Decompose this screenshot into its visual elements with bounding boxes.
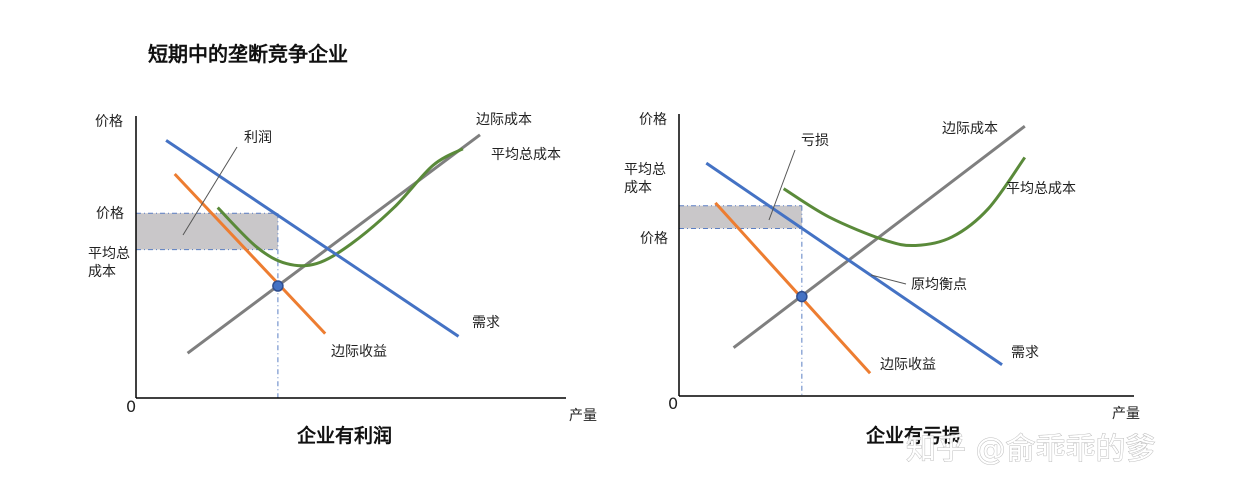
y-mark-profit-price: 价格 bbox=[96, 206, 124, 222]
series-atc-loss bbox=[782, 156, 1027, 248]
series-demand-profit bbox=[165, 139, 460, 338]
origin-label-loss: 0 bbox=[668, 394, 678, 413]
series-label-profit-demand: 需求 bbox=[472, 315, 500, 331]
caption-profit: 企业有利润 bbox=[296, 424, 392, 447]
shaded-region-loss bbox=[679, 205, 802, 229]
y-axis-label-profit: 价格 bbox=[95, 114, 123, 130]
x-axis-label-loss: 产量 bbox=[1112, 406, 1140, 422]
equilibrium-point-profit bbox=[272, 280, 284, 292]
series-atc-profit bbox=[216, 147, 464, 268]
y-mark-loss-price: 价格 bbox=[640, 231, 668, 247]
y-mark-loss-atc-1: 平均总 bbox=[624, 162, 666, 178]
series-label-loss-mr: 边际收益 bbox=[880, 357, 936, 373]
series-label-profit-mr: 边际收益 bbox=[331, 344, 387, 360]
series-label-profit-atc: 平均总成本 bbox=[491, 147, 561, 163]
y-mark-loss-atc-2: 成本 bbox=[624, 180, 652, 196]
pointer-original-equilibrium bbox=[870, 274, 907, 285]
series-mr-loss bbox=[714, 201, 872, 375]
y-axis-label-loss: 价格 bbox=[639, 112, 667, 128]
watermark: 知乎 @俞乖乖的爹 bbox=[906, 432, 1156, 467]
figure-title: 短期中的垄断竞争企业 bbox=[148, 42, 348, 66]
plot-area-profit bbox=[135, 116, 566, 399]
chart-profit: 价格 0 产量 企业有利润 价格 平均总 成本 边际成本 平均总成本 需求 边际… bbox=[88, 112, 597, 447]
series-mr-profit bbox=[173, 172, 327, 335]
region-label-loss: 亏损 bbox=[801, 133, 829, 149]
equilibrium-point-loss bbox=[796, 290, 808, 303]
series-label-profit-mc: 边际成本 bbox=[476, 112, 532, 128]
pointer-loss bbox=[768, 149, 796, 221]
x-axis-label-profit: 产量 bbox=[569, 408, 597, 424]
series-label-loss-atc: 平均总成本 bbox=[1006, 181, 1076, 197]
series-label-loss-mc: 边际成本 bbox=[942, 121, 998, 137]
region-label-profit: 利润 bbox=[244, 130, 272, 146]
plot-area-loss bbox=[678, 114, 1134, 397]
caption-loss: 企业有亏损 bbox=[865, 424, 961, 447]
pointer-profit bbox=[182, 146, 238, 236]
shaded-region-profit bbox=[136, 213, 278, 250]
series-demand-loss bbox=[705, 161, 1003, 366]
y-mark-profit-atc-1: 平均总 bbox=[88, 246, 130, 262]
origin-label-profit: 0 bbox=[126, 397, 136, 416]
series-mc-profit bbox=[186, 133, 481, 355]
chart-loss: 价格 0 产量 企业有亏损 平均总 成本 价格 边际成本 平均总成本 需求 边际… bbox=[624, 112, 1140, 447]
series-label-loss-demand: 需求 bbox=[1011, 345, 1039, 361]
annotation-original-equilibrium: 原均衡点 bbox=[911, 277, 967, 293]
y-mark-profit-atc-2: 成本 bbox=[88, 264, 116, 280]
